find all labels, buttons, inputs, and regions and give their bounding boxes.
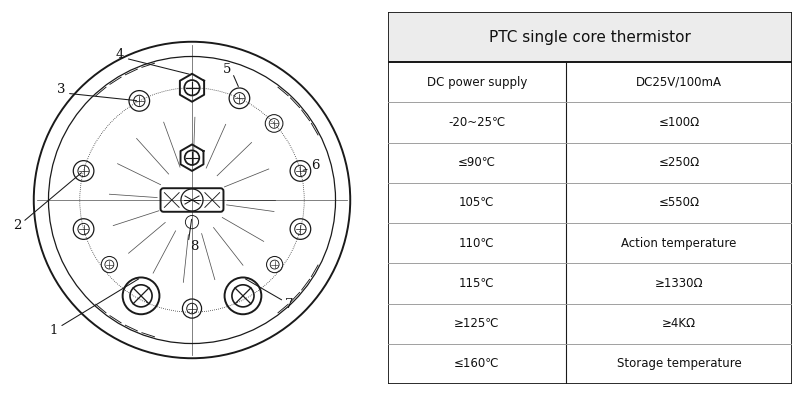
Text: 110℃: 110℃	[459, 237, 494, 250]
Text: 2: 2	[13, 219, 22, 232]
Text: 8: 8	[190, 240, 198, 252]
Text: 115℃: 115℃	[459, 277, 494, 290]
Text: ≤100Ω: ≤100Ω	[658, 116, 699, 129]
Text: Storage temperature: Storage temperature	[617, 357, 742, 370]
Text: ≤160℃: ≤160℃	[454, 357, 500, 370]
Text: ≤90℃: ≤90℃	[458, 156, 496, 169]
Text: 4: 4	[116, 48, 125, 61]
Text: ≥4KΩ: ≥4KΩ	[662, 317, 696, 330]
Text: DC25V/100mA: DC25V/100mA	[636, 76, 722, 89]
Text: ≥125℃: ≥125℃	[454, 317, 500, 330]
Text: -20~25℃: -20~25℃	[448, 116, 506, 129]
Text: 7: 7	[286, 298, 294, 311]
Text: 1: 1	[50, 324, 58, 337]
Text: 6: 6	[311, 158, 319, 172]
Text: 5: 5	[222, 63, 231, 76]
Text: DC power supply: DC power supply	[426, 76, 527, 89]
Bar	[388, 12, 792, 62]
Text: ≤550Ω: ≤550Ω	[658, 196, 699, 210]
Text: ≤250Ω: ≤250Ω	[658, 156, 699, 169]
Text: 105℃: 105℃	[459, 196, 494, 210]
Text: PTC single core thermistor: PTC single core thermistor	[489, 30, 691, 45]
Text: ≥1330Ω: ≥1330Ω	[654, 277, 703, 290]
Text: 3: 3	[57, 83, 66, 96]
Text: Action temperature: Action temperature	[621, 237, 737, 250]
